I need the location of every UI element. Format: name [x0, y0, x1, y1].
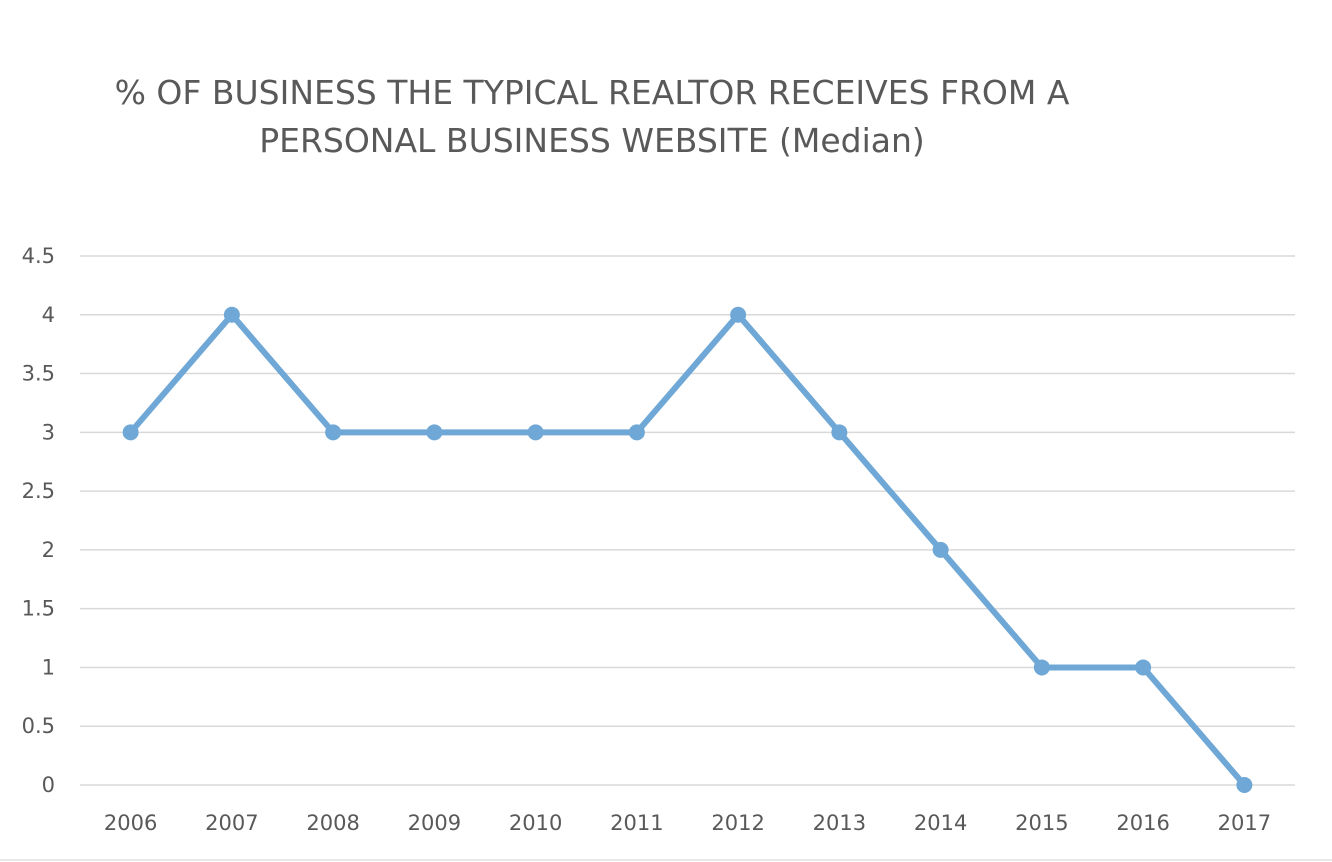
x-tick-label: 2012 [711, 811, 764, 835]
data-point [325, 424, 342, 441]
x-axis-tick-labels: 2006 2007 2008 2009 2010 2011 2012 2013 2014 2015… [104, 811, 1271, 835]
y-tick-label: 2 [42, 538, 55, 562]
data-point [223, 306, 240, 323]
y-tick-label: 3.5 [22, 362, 55, 386]
grid-lines [80, 255, 1295, 786]
y-tick-label: 3 [42, 420, 55, 444]
data-point [1236, 777, 1253, 793]
x-tick-label: 2010 [509, 811, 562, 835]
x-tick-label: 2015 [1015, 811, 1068, 835]
data-point [426, 424, 443, 441]
x-tick-label: 2009 [408, 811, 461, 835]
y-tick-label: 0.5 [22, 714, 55, 738]
chart-title: % OF BUSINESS THE TYPICAL REALTOR RECEIV… [115, 73, 1070, 160]
data-series [122, 306, 1253, 793]
x-tick-label: 2007 [205, 811, 258, 835]
chart-title-line-1: % OF BUSINESS THE TYPICAL REALTOR RECEIV… [115, 73, 1070, 112]
series-line [127, 311, 1248, 788]
x-tick-label: 2014 [914, 811, 967, 835]
y-tick-label: 2.5 [22, 479, 55, 503]
x-tick-label: 2008 [306, 811, 359, 835]
data-point [730, 306, 747, 323]
x-tick-label: 2013 [813, 811, 866, 835]
data-point [831, 424, 848, 441]
y-axis-tick-labels: 0 0.5 1 1.5 2 2.5 3 3.5 4 4.5 [22, 244, 55, 797]
x-tick-label: 2016 [1116, 811, 1169, 835]
y-tick-label: 4.5 [22, 244, 55, 268]
data-point [527, 424, 544, 441]
y-tick-label: 4 [42, 303, 55, 327]
x-tick-label: 2011 [610, 811, 663, 835]
data-point [1135, 659, 1152, 676]
x-tick-label: 2006 [104, 811, 157, 835]
chart-title-line-2: PERSONAL BUSINESS WEBSITE (Median) [259, 121, 925, 160]
y-tick-label: 1 [42, 655, 55, 679]
data-point [628, 424, 645, 441]
y-tick-label: 1.5 [22, 597, 55, 621]
data-point [1033, 659, 1050, 676]
data-point [932, 541, 949, 558]
y-tick-label: 0 [42, 773, 55, 797]
x-tick-label: 2017 [1218, 811, 1271, 835]
data-point [122, 424, 139, 441]
